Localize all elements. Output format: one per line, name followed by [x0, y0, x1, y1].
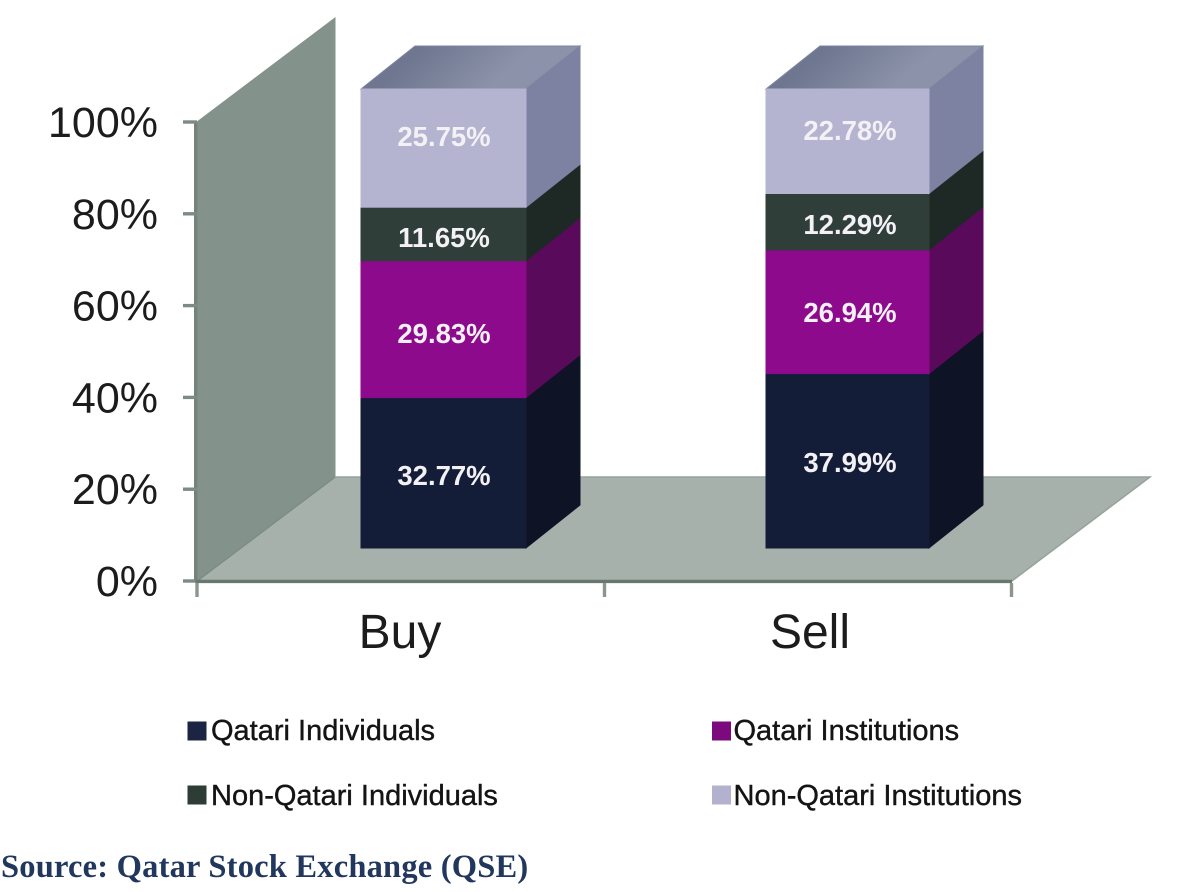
svg-text:60%: 60% [72, 283, 158, 331]
svg-text:32.77%: 32.77% [397, 460, 490, 491]
svg-text:Non-Qatari Institutions: Non-Qatari Institutions [734, 780, 1023, 812]
svg-text:Qatari Institutions: Qatari Institutions [734, 715, 960, 747]
svg-text:80%: 80% [72, 191, 158, 239]
svg-text:11.65%: 11.65% [398, 222, 490, 253]
svg-text:37.99%: 37.99% [803, 447, 896, 478]
svg-text:Non-Qatari Individuals: Non-Qatari Individuals [211, 780, 498, 812]
svg-text:40%: 40% [72, 374, 158, 422]
svg-text:Sell: Sell [770, 606, 850, 659]
svg-text:Qatari Individuals: Qatari Individuals [211, 715, 435, 747]
svg-text:0%: 0% [96, 558, 158, 606]
svg-text:29.83%: 29.83% [397, 318, 490, 349]
svg-text:22.78%: 22.78% [803, 115, 896, 146]
svg-text:Source: Qatar Stock Exchange (: Source: Qatar Stock Exchange (QSE) [1, 849, 528, 885]
svg-text:20%: 20% [72, 466, 158, 514]
svg-text:25.75%: 25.75% [397, 121, 490, 152]
svg-text:12.29%: 12.29% [803, 209, 896, 240]
svg-text:Buy: Buy [359, 606, 442, 659]
svg-text:26.94%: 26.94% [803, 297, 896, 328]
svg-text:100%: 100% [48, 99, 158, 147]
